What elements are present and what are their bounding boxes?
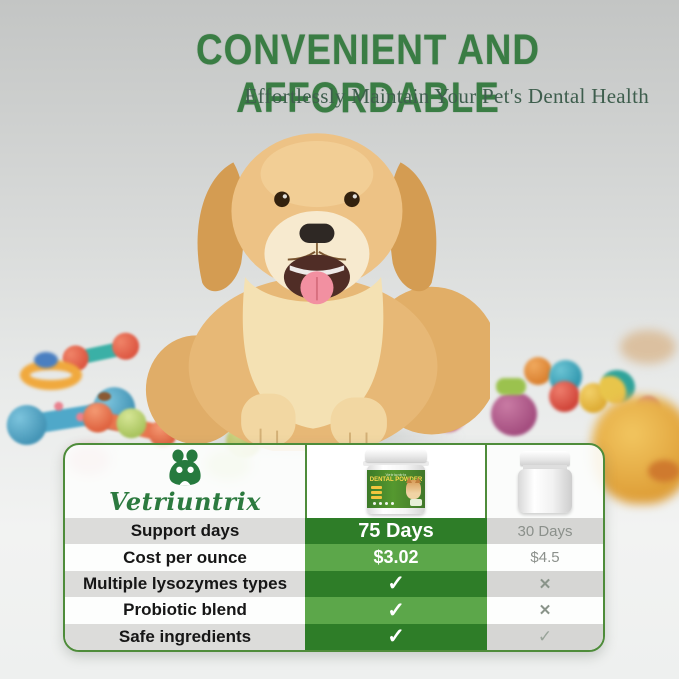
our-probiotic-check-icon: ✓ — [305, 597, 487, 624]
subheadline: Effortlessly Maintain Your Pet's Dental … — [244, 84, 649, 108]
dog-nose — [299, 223, 335, 244]
jar-label-brand: Vetriuntrix — [385, 471, 407, 477]
dog-leg-left — [241, 393, 296, 447]
feature-support-days: Support days — [65, 518, 305, 545]
their-support-days: 30 Days — [487, 518, 603, 545]
duck-beak — [648, 460, 679, 482]
our-product-jar: Vetriuntrix DENTAL POWDER — [356, 448, 436, 515]
brand-header-cell: Vetriuntrix — [65, 445, 305, 518]
toy-blur-far — [620, 330, 676, 364]
toy-ball-red — [549, 381, 580, 412]
their-safe-check-icon: ✓ — [487, 623, 603, 650]
jar-lid — [365, 448, 427, 462]
their-cost-per-ounce: $4.5 — [487, 544, 603, 571]
paw-icon — [169, 449, 201, 485]
comparison-grid: Vetriuntrix Vetriuntrix DENTAL POWDER — [65, 445, 603, 650]
competitor-jar — [516, 450, 574, 513]
toy-ball-magenta — [491, 392, 537, 436]
toy-plush-duck — [592, 396, 679, 504]
our-support-days: 75 Days — [305, 518, 487, 545]
dog-eye-left — [274, 191, 290, 208]
comparison-table: Vetriuntrix Vetriuntrix DENTAL POWDER — [63, 443, 605, 652]
toy-knot-blue — [34, 352, 58, 368]
headline: CONVENIENT AND AFFORDABLE — [196, 26, 540, 123]
toy-gummy-green — [496, 378, 526, 395]
feature-lysozymes: Multiple lysozymes types — [65, 570, 305, 598]
feature-safe-ingredients: Safe ingredients — [65, 623, 305, 650]
competitor-jar-neck — [523, 464, 567, 470]
toy-ball-orange — [524, 357, 552, 385]
our-safe-check-icon: ✓ — [305, 623, 487, 650]
dog-ear-right — [389, 162, 437, 292]
dog-chest — [242, 277, 384, 429]
jar-label-icons — [373, 501, 394, 505]
jar-label-bars — [371, 485, 382, 501]
feature-cost-per-ounce: Cost per ounce — [65, 544, 305, 571]
our-cost-per-ounce: $3.02 — [305, 544, 487, 571]
dog-eye-right — [344, 191, 360, 208]
dog-crown-highlight — [260, 140, 374, 208]
competitor-header-cell — [487, 445, 603, 518]
dog-photo — [145, 133, 490, 451]
jar-label-badge — [410, 498, 422, 506]
feature-probiotic-blend: Probiotic blend — [65, 597, 305, 624]
competitor-jar-lid — [520, 450, 570, 466]
dog-teeth — [289, 265, 345, 276]
jar-label-corgi — [406, 476, 421, 499]
competitor-jar-body — [518, 468, 572, 513]
jar-rim — [363, 460, 429, 466]
dog-leg-right — [330, 397, 387, 449]
jar-label-title: DENTAL POWDER — [369, 476, 423, 483]
our-lysozymes-check-icon: ✓ — [305, 570, 487, 598]
their-probiotic-cross-icon: ✕ — [487, 597, 603, 624]
treat-crumb — [98, 392, 111, 401]
dog-ear-left — [197, 162, 245, 292]
brand-name: Vetriuntrix — [108, 486, 262, 516]
their-lysozymes-cross-icon: ✕ — [487, 570, 603, 598]
our-product-header-cell: Vetriuntrix DENTAL POWDER — [305, 445, 487, 518]
jar-label: Vetriuntrix DENTAL POWDER — [367, 469, 425, 508]
